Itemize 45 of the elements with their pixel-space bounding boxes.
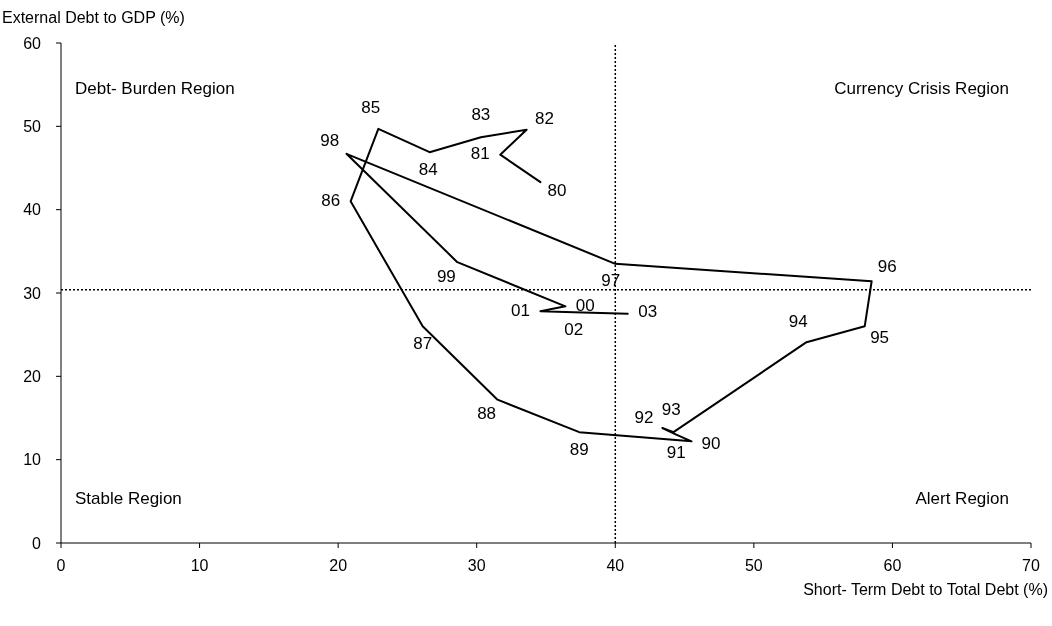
annotation: 88 bbox=[477, 404, 497, 424]
x-tick-label: 40 bbox=[606, 557, 625, 574]
x-tick-label: 60 bbox=[883, 557, 902, 574]
annotation: Currency Crisis Region bbox=[834, 78, 1009, 98]
annotation: 85 bbox=[361, 98, 381, 118]
x-tick-label: 20 bbox=[329, 557, 348, 574]
x-tick-label: 10 bbox=[190, 557, 209, 574]
x-tick-label: 30 bbox=[467, 557, 486, 574]
annotation: 84 bbox=[418, 160, 438, 180]
y-tick-label: 30 bbox=[23, 284, 42, 302]
y-tick-label: 10 bbox=[23, 451, 42, 469]
y-tick-label: 60 bbox=[23, 34, 42, 52]
annotation: 03 bbox=[638, 302, 658, 322]
y-tick-label: 20 bbox=[23, 367, 42, 385]
annotation: 96 bbox=[877, 256, 897, 276]
annotation: 99 bbox=[436, 266, 456, 286]
y-axis-title: External Debt to GDP (%) bbox=[2, 9, 185, 26]
annotation: 81 bbox=[470, 144, 490, 164]
annotation: 92 bbox=[634, 408, 654, 428]
annotation: 95 bbox=[870, 327, 890, 347]
y-tick-label: 50 bbox=[23, 117, 42, 135]
annotation: 93 bbox=[661, 400, 681, 420]
x-axis-title: Short- Term Debt to Total Debt (%) bbox=[803, 581, 1048, 598]
annotation: 97 bbox=[601, 271, 621, 291]
annotation: 98 bbox=[320, 130, 340, 150]
annotation: 87 bbox=[413, 334, 433, 354]
annotation: 89 bbox=[569, 440, 589, 460]
annotation: 00 bbox=[575, 296, 595, 316]
x-tick-label: 0 bbox=[56, 557, 66, 574]
annotation: 83 bbox=[471, 105, 491, 125]
annotation: 94 bbox=[788, 311, 808, 331]
annotation: 80 bbox=[547, 181, 567, 201]
annotation: 82 bbox=[535, 108, 554, 128]
annotation: Alert Region bbox=[915, 488, 1009, 508]
y-tick-label: 40 bbox=[23, 201, 42, 219]
x-tick-label: 70 bbox=[1022, 557, 1040, 574]
annotation: 02 bbox=[564, 320, 584, 340]
y-tick-label: 0 bbox=[32, 534, 42, 552]
x-tick-label: 50 bbox=[744, 557, 763, 574]
annotation: Stable Region bbox=[75, 488, 182, 508]
annotation: Debt- Burden Region bbox=[75, 78, 235, 98]
annotation: 86 bbox=[321, 190, 341, 210]
annotation: 90 bbox=[701, 434, 721, 454]
annotation: 01 bbox=[511, 301, 530, 321]
annotation: 91 bbox=[666, 442, 686, 462]
